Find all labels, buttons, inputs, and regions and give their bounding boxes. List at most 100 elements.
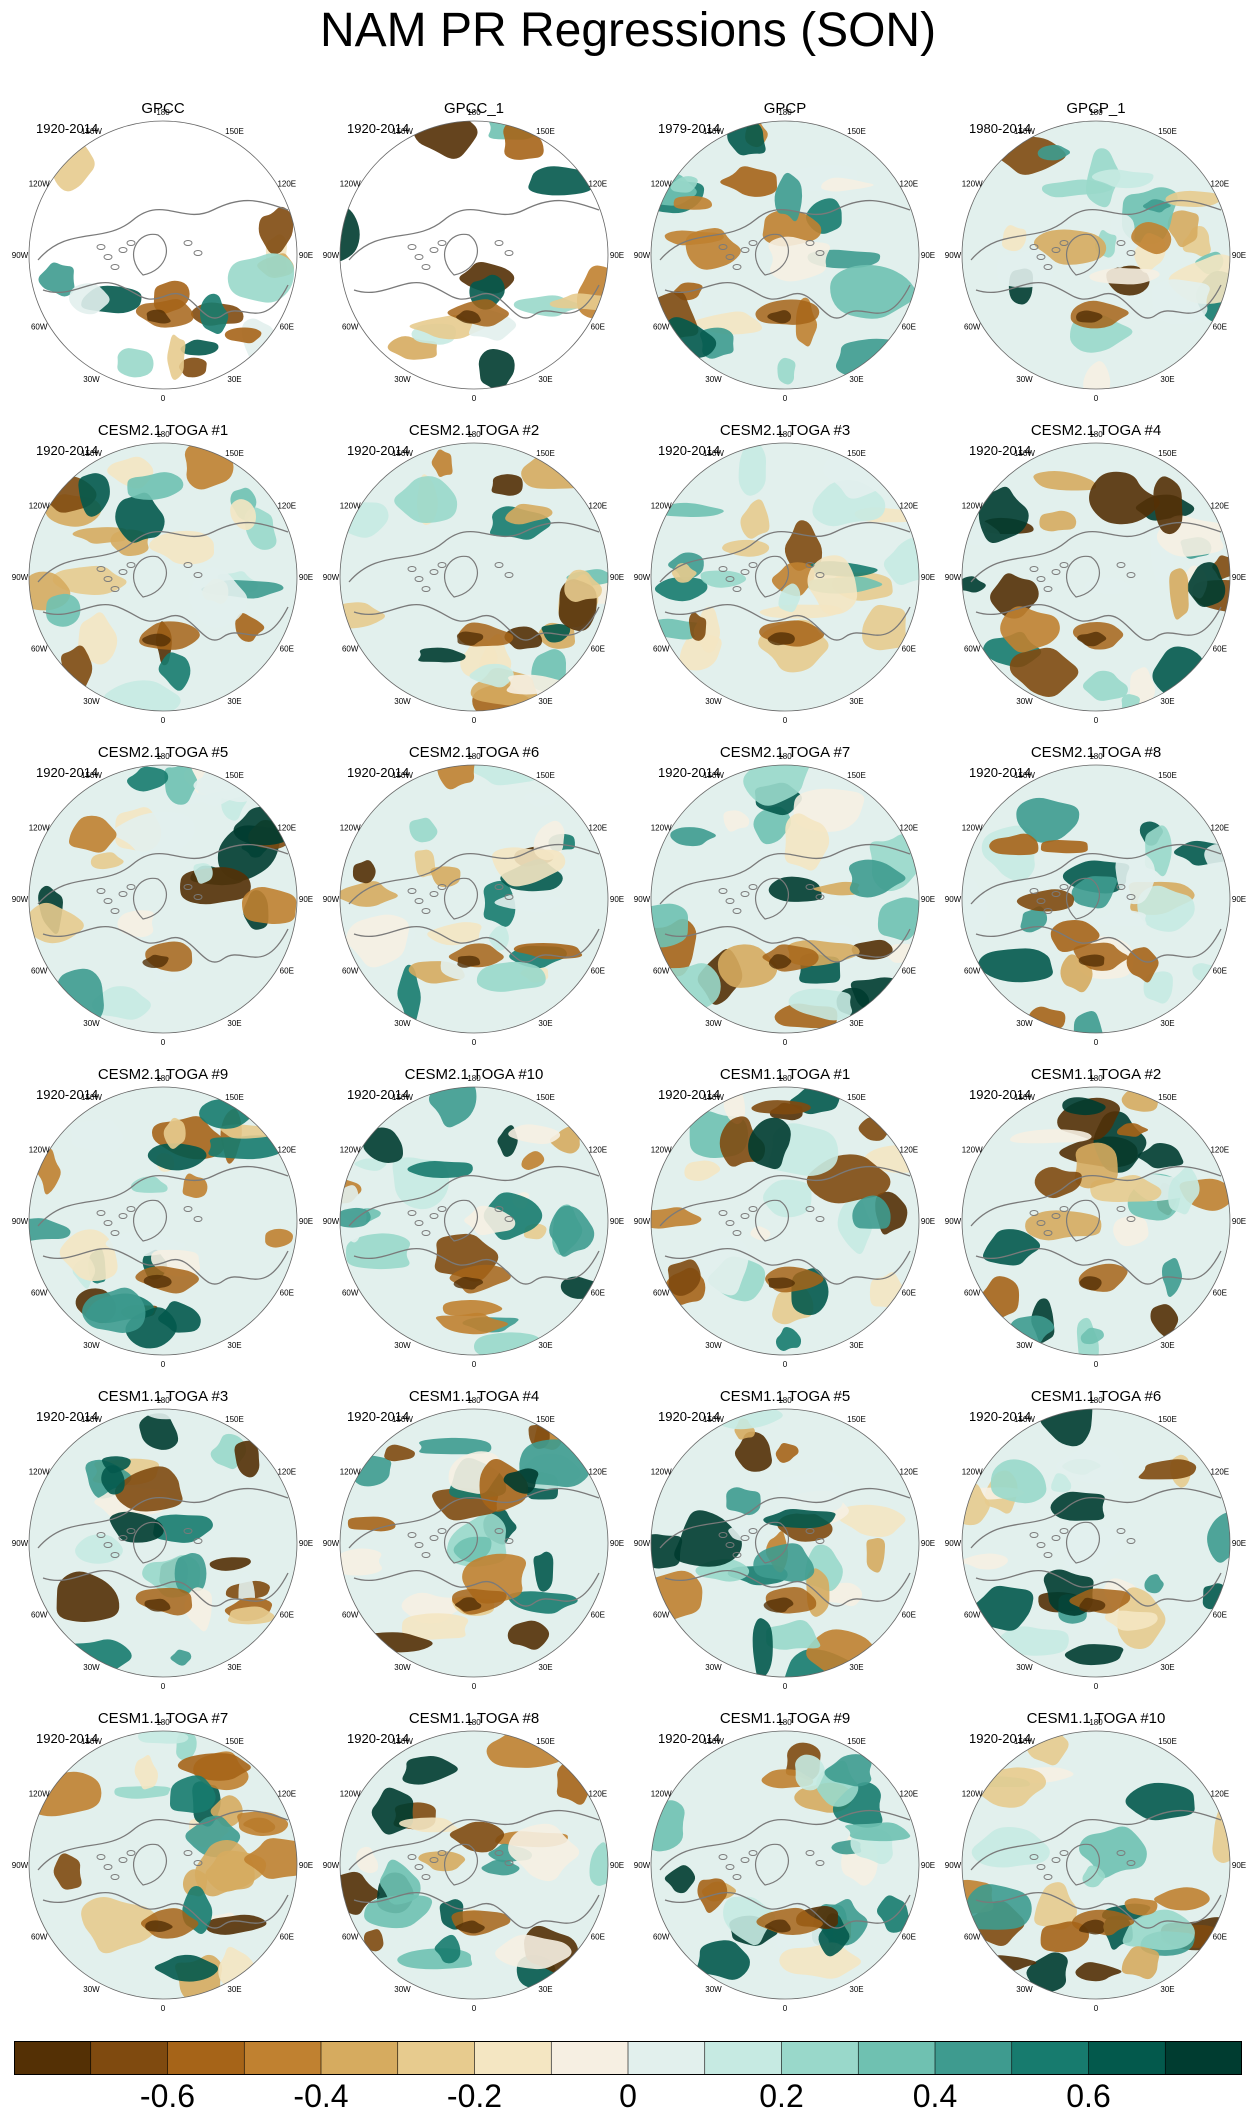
colorbar-frame <box>14 2041 1242 2075</box>
precip-anomaly-patch <box>762 209 822 247</box>
precip-anomaly-patch <box>456 631 484 646</box>
coastline-island <box>504 1216 514 1222</box>
precip-anomaly-patch <box>478 348 515 389</box>
coastline-island <box>1051 1535 1061 1541</box>
coastline-island <box>725 1864 735 1870</box>
longitude-label: 150E <box>225 1093 244 1102</box>
colorbar-tick-label: 0 <box>619 2078 637 2114</box>
coastline-greenland <box>443 233 478 276</box>
longitude-label: 150E <box>536 449 555 458</box>
longitude-label: 180 <box>778 430 792 439</box>
precip-anomaly-patch <box>1084 577 1131 595</box>
longitude-label: 60W <box>964 645 981 654</box>
longitude-label: 120E <box>899 1790 918 1799</box>
longitude-label: 60E <box>280 1611 294 1620</box>
longitude-label: 60W <box>31 967 48 976</box>
precip-anomaly-patch <box>356 1846 379 1874</box>
coastline-greenland <box>754 877 789 920</box>
coastline-island <box>96 1532 106 1538</box>
longitude-label: 60E <box>1213 967 1227 976</box>
precip-anomaly-patch <box>821 177 874 192</box>
longitude-label: 120E <box>588 1468 607 1477</box>
longitude-label: 90W <box>12 1539 29 1548</box>
precip-anomaly-patch <box>664 1865 696 1894</box>
longitude-label: 30W <box>83 375 100 384</box>
longitude-label: 120E <box>277 180 296 189</box>
precip-anomaly-patch <box>1078 954 1105 967</box>
longitude-label: 0 <box>472 2004 477 2013</box>
precip-anomaly-patch <box>1080 1327 1104 1345</box>
coastline-island <box>1116 1850 1126 1856</box>
precip-anomaly-patch <box>347 1516 396 1532</box>
longitude-label: 150E <box>536 1415 555 1424</box>
coastline-island <box>126 562 136 568</box>
precip-anomaly-patch <box>209 1557 251 1571</box>
polar-map: 180 150E 120E 90E 60E 30E 0 30W 60W 90W 120W 150W <box>12 430 313 725</box>
coastline <box>970 1165 1222 1227</box>
longitude-label: 150W <box>1014 1415 1035 1424</box>
precip-anomaly-patch <box>779 1942 861 1979</box>
longitude-label: 30E <box>849 1019 863 1028</box>
precip-anomaly-patch <box>206 1914 267 1935</box>
longitude-label: 180 <box>156 1718 170 1727</box>
longitude-label: 0 <box>161 1038 166 1047</box>
longitude-label: 60W <box>653 967 670 976</box>
longitude-label: 0 <box>161 2004 166 2013</box>
longitude-label: 30E <box>538 1663 552 1672</box>
precip-anomaly-patch <box>862 604 906 651</box>
coastline-island <box>740 891 750 897</box>
longitude-label: 30E <box>538 375 552 384</box>
longitude-label: 60W <box>342 967 359 976</box>
longitude-label: 30E <box>538 697 552 706</box>
precip-anomaly-patch <box>178 357 207 378</box>
panel-years: 1920-2014 <box>347 765 410 780</box>
coastline <box>975 281 1222 319</box>
panel-title: GPCP <box>763 100 807 117</box>
coastline-greenland <box>754 1521 789 1564</box>
coastline-island <box>414 1542 424 1548</box>
map-panel: CESM1.1 TOGA #7 1920-2014 180 150E 120E 90E 60… <box>12 1710 313 2013</box>
precip-anomaly-patch <box>427 922 482 946</box>
panel-title: CESM1.1 TOGA #5 <box>719 1388 851 1405</box>
coastline-island <box>183 884 193 890</box>
coastline-greenland <box>443 1199 478 1242</box>
coastline-island <box>494 1850 504 1856</box>
longitude-label: 120E <box>1210 180 1229 189</box>
precip-anomaly-patch <box>664 230 724 246</box>
precip-anomaly-patch <box>363 1127 403 1163</box>
longitude-label: 150E <box>225 1737 244 1746</box>
longitude-label: 120E <box>588 180 607 189</box>
precip-anomaly-patch <box>340 205 360 262</box>
map-panel: CESM2.1 TOGA #2 1920-2014 180 150E 120E 90E 60… <box>323 422 624 725</box>
longitude-label: 90E <box>921 573 935 582</box>
colorbar-segment <box>857 2041 936 2075</box>
map-panel: CESM1.1 TOGA #2 1920-2014 180 150E 120E 90E 60… <box>945 1066 1246 1369</box>
coastline-island <box>1036 576 1046 582</box>
panel-title: CESM2.1 TOGA #2 <box>408 422 540 439</box>
colorbar-segment <box>1011 2041 1090 2075</box>
precip-anomaly-patch <box>1062 1097 1106 1116</box>
longitude-label: 30E <box>227 1663 241 1672</box>
precip-anomaly-patch <box>142 633 171 647</box>
precip-anomaly-patch <box>455 1920 485 1934</box>
panel-years: 1920-2014 <box>969 765 1032 780</box>
precip-anomaly-patch <box>56 968 104 1026</box>
polar-map: 180 150E 120E 90E 60E 30E 0 30W 60W 90W 120W 150W <box>634 430 935 725</box>
precip-anomaly-patch <box>775 1326 802 1351</box>
panel-years: 1920-2014 <box>347 1731 410 1746</box>
coastline-island <box>96 1210 106 1216</box>
longitude-label: 90W <box>12 251 29 260</box>
precip-anomaly-patch <box>101 1465 125 1495</box>
longitude-label: 60W <box>653 323 670 332</box>
colorbar-segment <box>550 2041 629 2075</box>
precip-anomaly-patch <box>1151 279 1210 325</box>
coastline <box>970 521 1222 583</box>
coastline-island <box>193 572 203 578</box>
precip-anomaly-patch <box>990 1459 1047 1504</box>
longitude-label: 120W <box>340 1468 361 1477</box>
precip-anomaly-patch <box>1034 1166 1082 1199</box>
precip-field <box>340 121 608 389</box>
coastline-island <box>504 250 514 256</box>
precip-anomaly-patch <box>340 1548 383 1576</box>
precip-anomaly-patch <box>402 1756 458 1785</box>
